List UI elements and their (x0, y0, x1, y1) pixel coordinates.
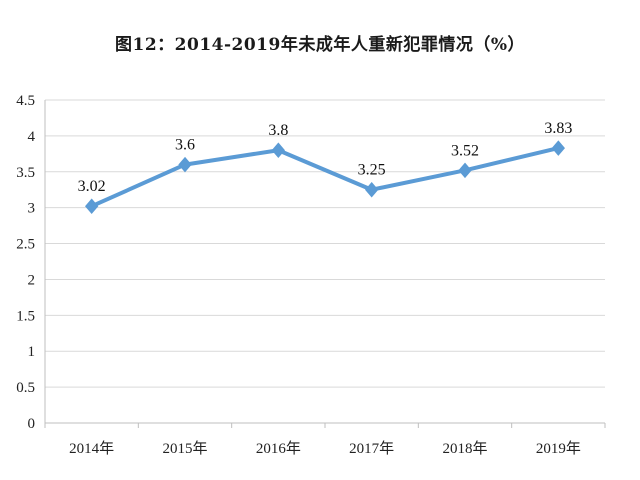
y-tick-label: 4 (28, 129, 36, 145)
data-label: 3.83 (544, 120, 572, 137)
data-label: 3.02 (78, 178, 106, 195)
y-axis-tick-labels: 0 0.5 1 1.5 2 2.5 3 3.5 4 4.5 (16, 93, 35, 432)
y-tick-label: 4.5 (16, 93, 35, 109)
y-tick-label: 1 (28, 344, 36, 360)
x-tick-label: 2014年 (69, 440, 114, 457)
y-tick-label: 2.5 (16, 237, 35, 253)
x-axis-tick-labels: 2014年 2015年 2016年 2017年 2018年 2019年 (69, 440, 581, 457)
x-tick-label: 2016年 (256, 440, 301, 457)
gridlines (45, 99, 605, 388)
x-tick-label: 2015年 (162, 440, 207, 457)
data-point-marker (178, 156, 192, 173)
series-line (89, 146, 561, 209)
series-lines (89, 146, 561, 209)
y-tick-label: 0 (28, 416, 36, 432)
data-label: 3.25 (358, 162, 386, 179)
data-label: 3.52 (451, 142, 479, 159)
y-tick-label: 1.5 (16, 308, 35, 324)
y-tick-label: 2 (28, 272, 36, 288)
chart-title: 图12：2014-2019年未成年人重新犯罪情况（%） (115, 35, 525, 55)
y-tick-label: 3 (28, 201, 36, 217)
x-tick-label: 2019年 (536, 440, 581, 457)
data-point-marker (85, 198, 99, 214)
data-point-marker (458, 162, 472, 179)
data-point-marker (551, 140, 565, 156)
data-labels: 3.02 3.6 3.8 3.25 3.52 3.83 (78, 120, 573, 195)
data-point-marker (365, 181, 379, 198)
data-label: 3.8 (268, 122, 288, 139)
data-label: 3.6 (175, 137, 195, 154)
y-tick-label: 0.5 (16, 380, 35, 396)
x-tick-label: 2018年 (442, 440, 487, 457)
data-point-marker (271, 142, 285, 159)
data-point-markers (85, 140, 565, 214)
y-tick-label: 3.5 (16, 165, 35, 181)
x-tick-label: 2017年 (349, 440, 394, 457)
axes (44, 100, 606, 428)
